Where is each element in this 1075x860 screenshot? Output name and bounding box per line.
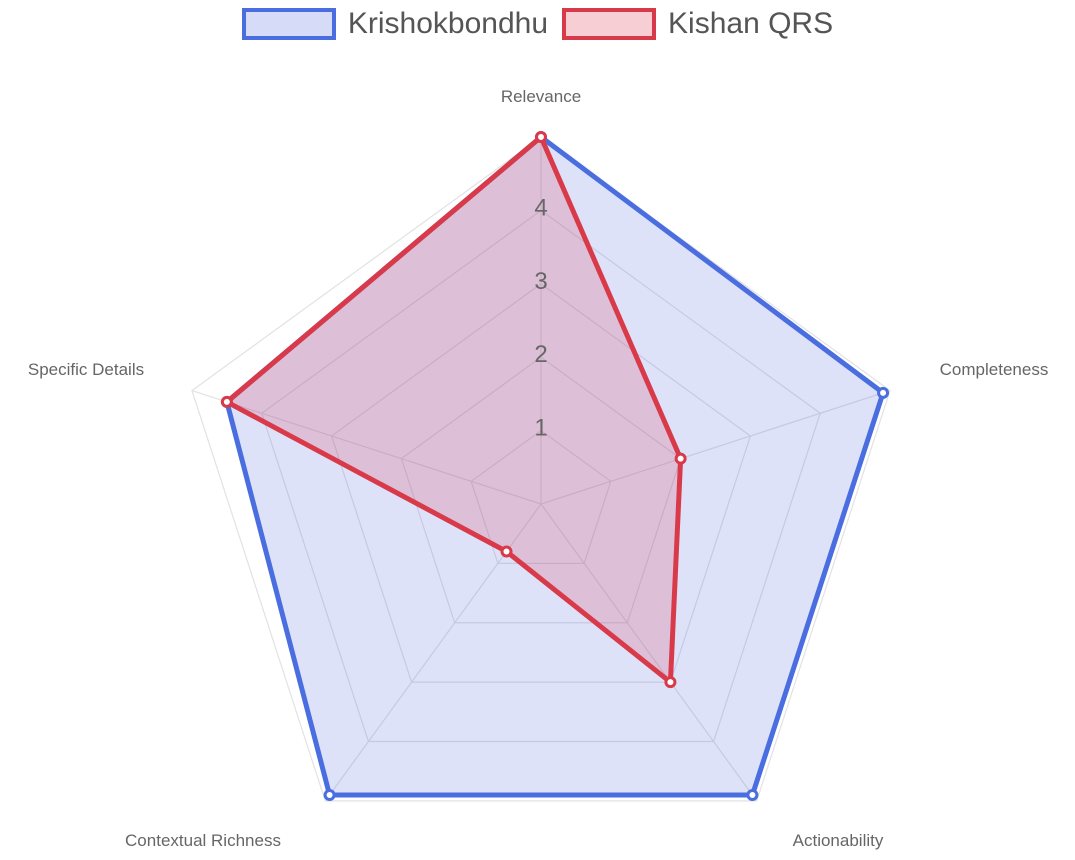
axis-labels: Relevance Completeness Actionability Contex… — [28, 87, 1048, 850]
axis-label-specific-details: Specific Details — [28, 360, 144, 379]
axis-label-relevance: Relevance — [501, 87, 581, 106]
legend-label-kishan-qrs: Kishan QRS — [668, 7, 834, 40]
grid-ring-5 — [191, 136, 891, 802]
tick-label-2: 2 — [534, 341, 547, 368]
legend-item-kishan-qrs[interactable]: Kishan QRS — [562, 7, 833, 41]
legend-swatch-krishokbondhu — [241, 8, 336, 40]
legend-label-krishokbondhu: Krishokbondhu — [347, 7, 549, 40]
spoke-specific-details — [191, 390, 542, 505]
axis-label-actionability: Actionability — [793, 831, 884, 850]
point-krishokbondhu-contextual-richness[interactable] — [323, 788, 336, 801]
point-krishokbondhu-actionability[interactable] — [746, 788, 759, 801]
spoke-completeness — [540, 390, 891, 505]
point-kishan-qrs-completeness[interactable] — [674, 452, 687, 465]
point-kishan-qrs-relevance[interactable] — [535, 131, 547, 143]
point-kishan-qrs-specific-details[interactable] — [220, 395, 233, 408]
point-kishan-qrs-contextual-richness[interactable] — [500, 545, 513, 558]
legend-item-krishokbondhu[interactable]: Krishokbondhu — [241, 7, 549, 41]
grid-ring-1 — [470, 429, 612, 564]
grid-ring-2 — [400, 356, 682, 624]
grid-ring-3 — [330, 283, 752, 683]
tick-label-1: 1 — [534, 415, 547, 442]
spoke-actionability — [540, 503, 758, 802]
axis-label-completeness: Completeness — [940, 360, 1049, 379]
point-krishokbondhu-completeness[interactable] — [877, 386, 890, 399]
point-kishan-qrs-actionability[interactable] — [664, 676, 677, 689]
tick-label-3: 3 — [534, 268, 547, 295]
series-area-kishan-qrs — [224, 134, 684, 685]
axis-label-contextual-richness: Contextual Richness — [125, 831, 281, 850]
grid-ring-4 — [261, 209, 821, 743]
legend-swatch-kishan-qrs — [562, 8, 657, 40]
tick-labels: 1 2 3 4 — [534, 194, 547, 441]
tick-label-4: 4 — [534, 194, 547, 221]
series-kishan-qrs — [220, 131, 687, 689]
series-layer — [220, 131, 890, 801]
legend: Krishokbondhu Kishan QRS — [0, 0, 1075, 48]
